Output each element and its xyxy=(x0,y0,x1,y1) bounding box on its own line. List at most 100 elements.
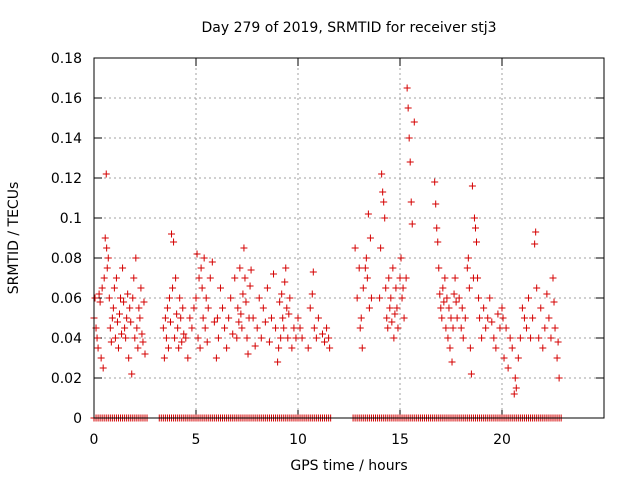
data-point xyxy=(284,334,292,342)
data-point xyxy=(103,264,111,272)
data-point xyxy=(406,158,414,166)
data-point xyxy=(212,354,220,362)
data-point xyxy=(527,334,535,342)
x-tick-label: 15 xyxy=(391,432,409,448)
data-point xyxy=(351,244,359,252)
data-point xyxy=(367,294,375,302)
data-point xyxy=(136,314,144,322)
data-point xyxy=(480,304,488,312)
data-point xyxy=(488,318,496,326)
data-point xyxy=(518,304,526,312)
data-point xyxy=(391,310,399,318)
y-tick-label: 0.04 xyxy=(51,331,82,347)
data-point xyxy=(447,314,455,322)
data-point xyxy=(233,334,241,342)
data-point xyxy=(393,304,401,312)
data-point xyxy=(449,324,457,332)
data-point xyxy=(470,214,478,222)
data-point xyxy=(237,310,245,318)
data-point xyxy=(356,324,364,332)
data-point xyxy=(382,284,390,292)
y-axis-label: SRMTID / TECUs xyxy=(6,182,22,295)
data-point xyxy=(451,274,459,282)
data-point xyxy=(203,338,211,346)
data-point xyxy=(442,324,450,332)
data-point xyxy=(138,330,146,338)
data-point xyxy=(473,238,480,246)
chart-title: Day 279 of 2019, SRMTID for receiver stj… xyxy=(202,20,497,36)
data-point xyxy=(384,324,392,332)
data-point xyxy=(95,290,103,298)
data-point xyxy=(309,268,317,276)
data-point xyxy=(167,318,174,326)
data-point xyxy=(124,290,132,298)
data-point xyxy=(383,314,391,322)
data-point xyxy=(128,370,136,378)
data-point xyxy=(432,200,440,208)
data-point xyxy=(216,284,224,292)
data-point xyxy=(219,304,227,312)
data-point xyxy=(359,284,367,292)
data-point xyxy=(229,330,237,338)
data-point xyxy=(123,314,131,322)
x-tick-label: 0 xyxy=(90,432,99,448)
data-point xyxy=(99,364,107,372)
data-point xyxy=(253,324,261,332)
data-point xyxy=(292,334,300,342)
data-point xyxy=(174,324,182,332)
data-point xyxy=(294,314,302,322)
data-point xyxy=(476,314,484,322)
data-point xyxy=(184,354,192,362)
data-point xyxy=(405,134,413,142)
y-tick-label: 0.14 xyxy=(51,131,82,147)
data-point xyxy=(500,354,508,362)
data-point xyxy=(437,304,445,312)
data-point xyxy=(397,254,405,262)
data-point xyxy=(279,314,287,322)
data-point xyxy=(108,314,116,322)
data-point xyxy=(139,338,147,346)
data-point xyxy=(461,314,469,322)
data-point xyxy=(484,314,492,322)
data-point xyxy=(227,294,235,302)
data-point xyxy=(533,284,541,292)
data-point xyxy=(285,310,293,318)
data-point xyxy=(535,334,543,342)
data-point xyxy=(492,344,500,352)
data-point xyxy=(177,314,185,322)
data-point xyxy=(318,330,326,338)
data-point xyxy=(272,324,280,332)
data-point xyxy=(111,334,119,342)
data-point xyxy=(380,198,388,206)
data-point xyxy=(502,324,510,332)
data-point xyxy=(496,324,504,332)
data-point xyxy=(105,294,113,302)
data-point xyxy=(102,170,110,178)
data-point xyxy=(390,334,398,342)
data-point xyxy=(482,324,490,332)
data-point xyxy=(214,334,222,342)
data-point xyxy=(243,334,251,342)
data-point xyxy=(498,304,506,312)
data-point xyxy=(162,334,170,342)
y-tick-label: 0 xyxy=(73,411,82,427)
data-point xyxy=(325,334,333,342)
data-point xyxy=(186,314,194,322)
data-point xyxy=(277,334,285,342)
data-point xyxy=(188,324,196,332)
data-point xyxy=(127,318,135,326)
data-point xyxy=(357,314,365,322)
data-point xyxy=(275,344,283,352)
data-point xyxy=(274,358,282,366)
data-point xyxy=(358,344,366,352)
data-point xyxy=(131,334,139,342)
data-point xyxy=(537,304,545,312)
data-point xyxy=(306,304,314,312)
data-point xyxy=(408,220,416,228)
data-point xyxy=(443,294,451,302)
data-point xyxy=(467,370,475,378)
data-point xyxy=(195,274,203,282)
data-point xyxy=(326,344,334,352)
data-point xyxy=(365,304,373,312)
data-point xyxy=(221,324,229,332)
